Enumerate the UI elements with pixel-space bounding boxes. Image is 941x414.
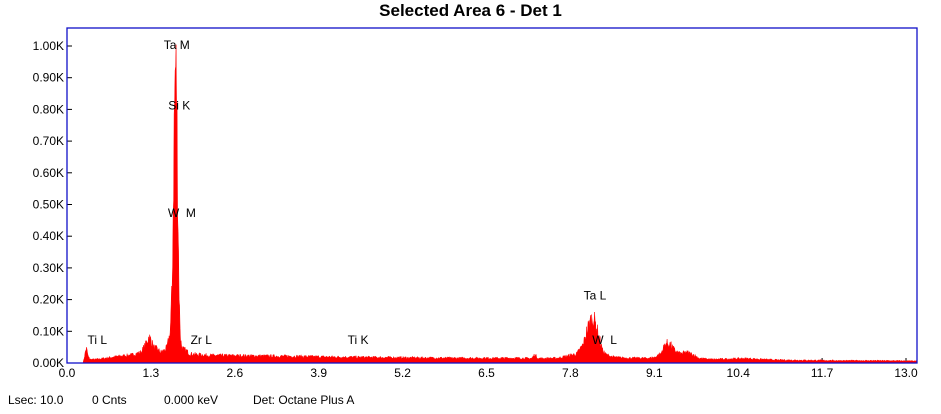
peak-labels: Ta M Si K W M Ti L Zr L Ti K Ta L W L [88, 38, 618, 347]
x-tick-label: 9.1 [646, 366, 663, 380]
y-tick-label: 0.70K [33, 134, 64, 148]
y-tick-label: 0.40K [33, 229, 64, 243]
live-seconds: Lsec: 10.0 [8, 393, 64, 407]
chart-title: Selected Area 6 - Det 1 [379, 1, 562, 20]
x-tick-label: 2.6 [226, 366, 243, 380]
peak-label: Ti L [88, 333, 108, 347]
peak-label: Zr L [191, 333, 213, 347]
counts-readout: 0 Cnts [92, 393, 127, 407]
peak-label: W M [168, 206, 196, 220]
spectrum-area [82, 44, 918, 364]
y-tick-label: 0.30K [33, 261, 64, 275]
y-tick-label: 0.20K [33, 293, 64, 307]
plot-frame [66, 27, 918, 364]
y-tick-label: 0.00K [33, 356, 64, 370]
x-tick-label: 13.0 [894, 366, 918, 380]
x-tick-label: 7.8 [562, 366, 579, 380]
y-tick-label: 1.00K [33, 39, 64, 53]
y-axis: 0.00K 0.10K 0.20K 0.30K 0.40K 0.50K 0.60K 0.70K… [33, 39, 72, 370]
peak-label: Si K [168, 98, 190, 112]
spectrum-plot[interactable]: 0.00K 0.10K 0.20K 0.30K 0.40K 0.50K 0.60K 0.70K… [0, 0, 941, 392]
y-tick-label: 0.90K [33, 71, 64, 85]
x-tick-label: 10.4 [727, 366, 751, 380]
x-tick-label: 5.2 [394, 366, 411, 380]
energy-readout: 0.000 keV [164, 393, 219, 407]
y-tick-label: 0.80K [33, 102, 64, 116]
x-tick-label: 3.9 [310, 366, 327, 380]
x-tick-label: 0.0 [59, 366, 76, 380]
y-tick-label: 0.50K [33, 198, 64, 212]
x-tick-label: 1.3 [143, 366, 160, 380]
peak-label: Ta L [584, 289, 607, 303]
detector-name: Det: Octane Plus A [253, 393, 355, 407]
peak-label: W L [592, 333, 617, 347]
peak-label: Ti K [348, 333, 369, 347]
y-tick-label: 0.10K [33, 324, 64, 338]
x-tick-label: 11.7 [811, 366, 834, 380]
x-tick-label: 6.5 [478, 366, 495, 380]
peak-label: Ta M [164, 38, 190, 52]
y-tick-label: 0.60K [33, 166, 64, 180]
